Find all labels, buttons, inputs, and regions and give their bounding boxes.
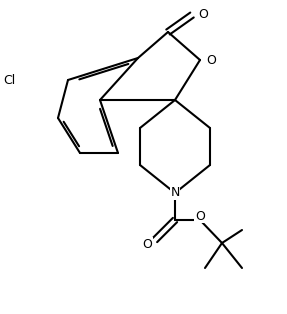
Text: Cl: Cl — [4, 73, 16, 86]
Text: O: O — [206, 53, 216, 67]
Text: O: O — [195, 209, 205, 223]
Text: N: N — [170, 187, 180, 199]
Text: O: O — [142, 237, 152, 251]
Text: O: O — [198, 8, 208, 21]
